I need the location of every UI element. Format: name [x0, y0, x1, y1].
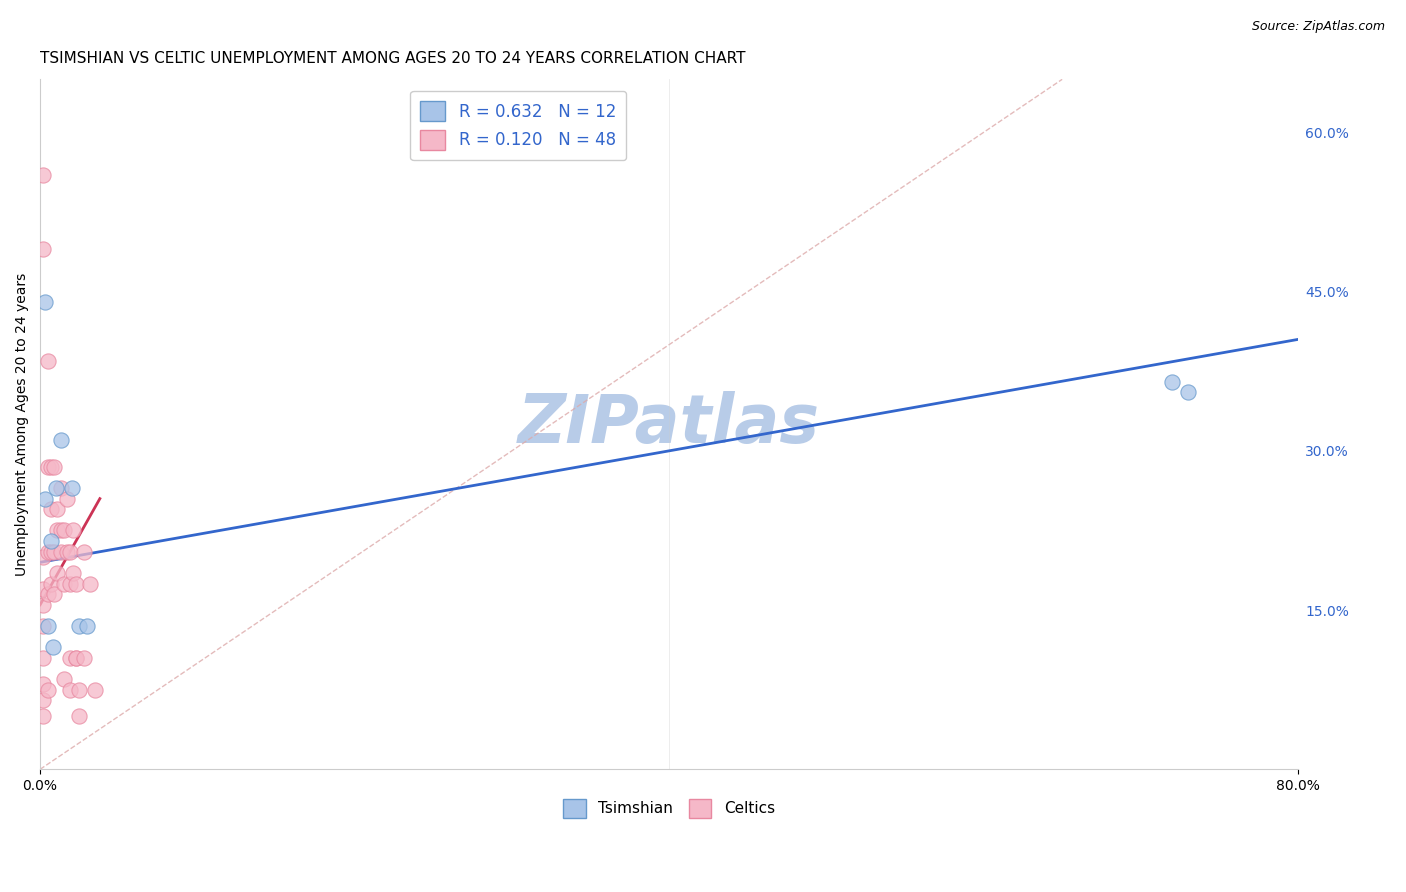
Point [49, 544, 72, 558]
Point [37, 682, 59, 697]
Point [46, 502, 69, 516]
Point [44, 459, 66, 474]
Text: ZIPatlas: ZIPatlas [517, 392, 820, 458]
Point [37, 619, 59, 633]
Point [37, 459, 59, 474]
Point [79, 576, 101, 591]
Point [52, 576, 75, 591]
Text: TSIMSHIAN VS CELTIC UNEMPLOYMENT AMONG AGES 20 TO 24 YEARS CORRELATION CHART: TSIMSHIAN VS CELTIC UNEMPLOYMENT AMONG A… [41, 51, 745, 66]
Point [49, 524, 72, 538]
Point [67, 682, 90, 697]
Point [32, 693, 55, 707]
Point [46, 566, 69, 580]
Point [62, 566, 84, 580]
Point [1161, 375, 1184, 389]
Point [37, 587, 59, 601]
Point [1177, 385, 1199, 400]
Point [67, 619, 90, 633]
Point [37, 544, 59, 558]
Point [56, 544, 79, 558]
Point [46, 524, 69, 538]
Legend: Tsimshian, Celtics: Tsimshian, Celtics [557, 793, 780, 823]
Point [65, 650, 87, 665]
Point [32, 598, 55, 612]
Point [39, 459, 62, 474]
Text: Source: ZipAtlas.com: Source: ZipAtlas.com [1251, 20, 1385, 33]
Point [73, 544, 96, 558]
Point [59, 576, 82, 591]
Point [32, 549, 55, 564]
Point [52, 524, 75, 538]
Point [67, 709, 90, 723]
Point [49, 481, 72, 495]
Point [60, 481, 83, 495]
Point [32, 619, 55, 633]
Point [32, 582, 55, 596]
Point [39, 502, 62, 516]
Point [59, 650, 82, 665]
Point [32, 709, 55, 723]
Point [44, 544, 66, 558]
Point [73, 650, 96, 665]
Y-axis label: Unemployment Among Ages 20 to 24 years: Unemployment Among Ages 20 to 24 years [15, 273, 30, 576]
Point [32, 677, 55, 691]
Point [41, 640, 63, 655]
Point [34, 295, 56, 310]
Point [56, 491, 79, 506]
Point [49, 434, 72, 448]
Point [59, 544, 82, 558]
Point [32, 242, 55, 256]
Point [32, 650, 55, 665]
Point [44, 587, 66, 601]
Point [39, 576, 62, 591]
Point [59, 682, 82, 697]
Point [45, 481, 67, 495]
Point [34, 491, 56, 506]
Point [39, 544, 62, 558]
Point [65, 650, 87, 665]
Point [52, 672, 75, 686]
Point [65, 576, 87, 591]
Point [62, 524, 84, 538]
Point [37, 353, 59, 368]
Point [76, 619, 98, 633]
Point [39, 534, 62, 549]
Point [32, 168, 55, 182]
Point [84, 682, 107, 697]
